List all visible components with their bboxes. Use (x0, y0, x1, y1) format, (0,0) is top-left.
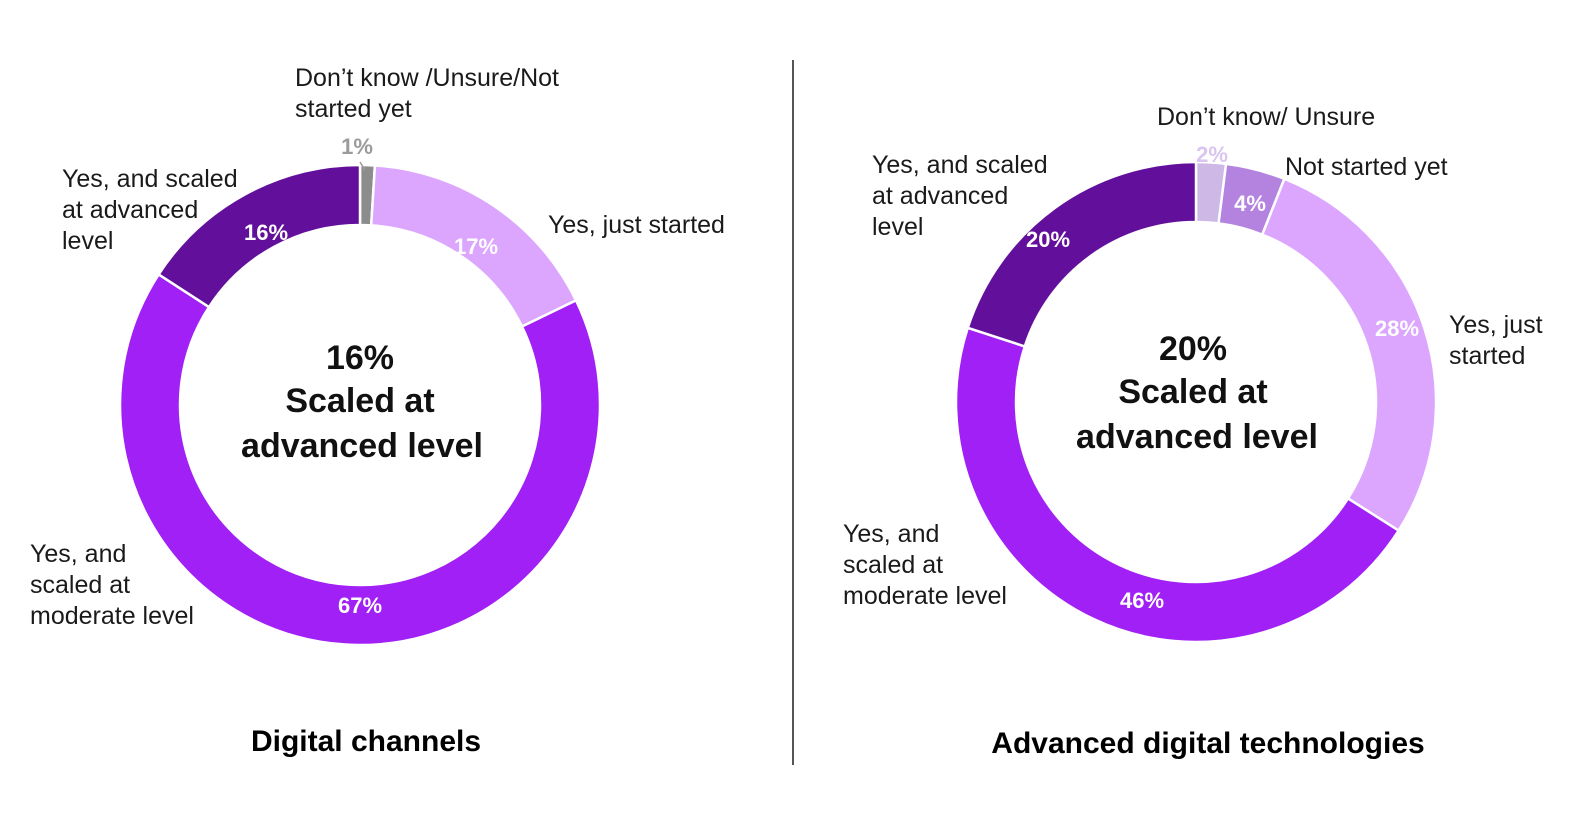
chart-advanced-digital-technologies: 2% Don’t know/ Unsure 4% Not started yet 28%… (843, 103, 1543, 760)
c0-leader-line (359, 161, 366, 171)
c1-slice-advanced (966, 160, 1198, 348)
c0-center-value: 16% (326, 339, 394, 377)
c1-category-label-notstarted: Not started yet (1285, 153, 1448, 181)
c1-slice-juststarted (1260, 177, 1438, 533)
c0-category-label-dontknow: Don’t know /Unsure/Not started yet (295, 64, 559, 123)
c1-category-label-dontknow: Don’t know/ Unsure (1157, 103, 1375, 131)
c1-center-value: 20% (1159, 330, 1227, 368)
c1-slices (954, 160, 1438, 644)
c0-pct-label-dontknow: 1% (341, 134, 373, 159)
c1-pct-label-moderate: 46% (1120, 588, 1164, 613)
c0-slices (118, 163, 602, 647)
c0-center-caption-line2: advanced level (241, 427, 483, 465)
c0-pct-label-advanced: 16% (244, 220, 288, 245)
c1-pct-label-advanced: 20% (1026, 227, 1070, 252)
c1-pct-label-notstarted: 4% (1234, 191, 1266, 216)
c0-slice-advanced (156, 163, 362, 309)
c1-center-caption-line2: advanced level (1076, 418, 1318, 456)
c0-pct-label-moderate: 67% (338, 593, 382, 618)
c0-labels: 1% Don’t know /Unsure/Not started yet 17% Ye… (30, 64, 725, 630)
c1-center-caption-line1: Scaled at (1118, 373, 1267, 411)
c1-slice-moderate (954, 326, 1401, 644)
c1-labels: 2% Don’t know/ Unsure 4% Not started yet 28%… (843, 103, 1543, 613)
c0-category-label-advanced: Yes, and scaled at advanced level (62, 165, 238, 255)
chart-digital-channels: 1% Don’t know /Unsure/Not started yet 17% Ye… (30, 64, 725, 758)
c0-slice-moderate (118, 272, 602, 647)
c0-title: Digital channels (251, 725, 481, 758)
c0-pct-label-juststarted: 17% (454, 234, 498, 259)
c0-center-caption-line1: Scaled at (285, 382, 434, 420)
c0-category-label-moderate: Yes, and scaled at moderate level (30, 540, 194, 630)
c1-category-label-juststarted: Yes, just started (1449, 311, 1543, 370)
c1-category-label-moderate: Yes, and scaled at moderate level (843, 520, 1007, 610)
c1-title: Advanced digital technologies (991, 727, 1424, 760)
c1-pct-label-dontknow: 2% (1196, 142, 1228, 167)
c1-pct-label-juststarted: 28% (1375, 316, 1419, 341)
c0-category-label-juststarted: Yes, just started (548, 211, 725, 239)
c1-category-label-advanced: Yes, and scaled at advanced level (872, 151, 1048, 241)
